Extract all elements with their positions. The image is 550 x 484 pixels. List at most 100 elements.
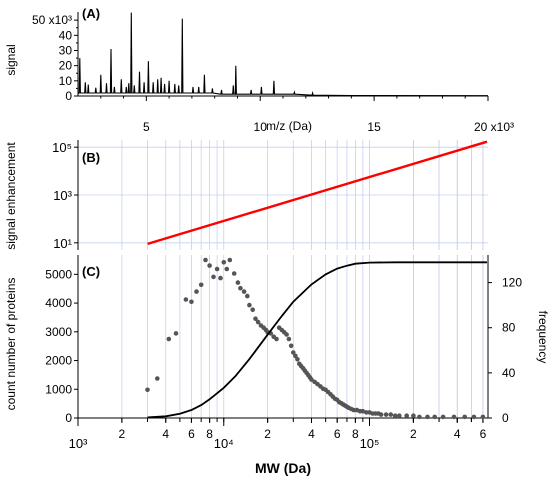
frequency-point: [284, 332, 289, 337]
y-left-tick-label: 0: [65, 411, 72, 425]
frequency-point: [293, 353, 298, 359]
frequency-point: [253, 316, 258, 322]
x-tick-label: 15: [367, 120, 381, 134]
x-tick-label: 10⁵: [360, 436, 380, 451]
frequency-point: [227, 257, 233, 263]
x-tick-label: 20 x10³: [474, 120, 514, 134]
frequency-point: [425, 414, 430, 420]
frequency-point: [364, 410, 369, 415]
frequency-point: [211, 274, 216, 280]
frequency-point: [173, 331, 179, 336]
y-tick-label: 40: [59, 28, 73, 42]
y-left-tick-label: 1000: [45, 382, 72, 396]
x-tick-label: 10: [254, 120, 268, 134]
x-tick-label: 10³: [69, 436, 88, 451]
frequency-point: [155, 376, 160, 381]
y-right-tick-label: 120: [502, 276, 522, 290]
frequency-point: [383, 412, 389, 417]
panel-label-b: (B): [82, 150, 100, 165]
frequency-point: [417, 414, 422, 420]
y-right-tick-label: 0: [502, 411, 509, 425]
frequency-point: [397, 413, 402, 419]
frequency-point: [471, 414, 477, 420]
x-tick-label: 10⁴: [214, 436, 234, 451]
panel-b-signal-enhancement: 10¹ 10³ 10⁵ (B) signal enhancement: [4, 140, 488, 251]
frequency-point: [351, 407, 357, 413]
x-tick-label: 6: [480, 427, 487, 441]
frequency-point: [392, 413, 398, 419]
frequency-point: [432, 414, 438, 420]
frequency-point: [247, 302, 252, 308]
enhancement-line: [147, 140, 488, 246]
y-tick-label: 10: [59, 74, 73, 88]
panel-label-a: (A): [82, 6, 100, 21]
frequency-point: [207, 263, 212, 268]
frequency-point: [221, 260, 227, 265]
frequency-point: [231, 271, 237, 276]
y-left-tick-label: 4000: [45, 296, 72, 310]
cumulative-count-line: [147, 261, 487, 419]
x-axis-title: m/z (Da): [266, 119, 312, 133]
y-left-tick-label: 3000: [45, 325, 72, 339]
frequency-point: [166, 336, 172, 342]
y-axis-title: signal: [4, 44, 18, 75]
frequency-point: [255, 319, 261, 325]
frequency-point: [218, 275, 223, 281]
x-tick-label: 8: [352, 427, 359, 441]
frequency-point: [378, 412, 384, 417]
frequency-point: [183, 297, 189, 302]
y-tick-label: 20: [59, 59, 73, 73]
x-tick-label: 4: [454, 427, 461, 441]
x-tick-label: 2: [264, 427, 271, 441]
frequency-point: [235, 280, 241, 285]
frequency-point: [203, 257, 208, 263]
frequency-point: [360, 408, 366, 414]
y-tick-label: 10³: [53, 188, 72, 203]
y-axis-title: signal enhancement: [4, 142, 18, 250]
frequency-point: [274, 336, 279, 342]
frequency-point: [295, 357, 300, 362]
spectrum-trace: [77, 12, 489, 97]
frequency-point: [451, 414, 457, 420]
frequency-point: [388, 412, 394, 417]
frequency-point: [189, 299, 194, 305]
y-tick-label: 50 x10³: [32, 13, 72, 27]
frequency-point: [404, 413, 410, 419]
frequency-point: [462, 414, 468, 420]
y-tick-label: 30: [59, 43, 73, 57]
frequency-point: [411, 413, 416, 419]
x-tick-label: 8: [206, 427, 213, 441]
y-tick-label: 10⁵: [52, 140, 72, 155]
y-tick-label: 10¹: [53, 236, 72, 251]
y-right-tick-label: 80: [502, 321, 516, 335]
frequency-point: [245, 293, 250, 299]
x-tick-label: 6: [188, 427, 195, 441]
x-axis-title: MW (Da): [255, 460, 311, 476]
frequency-point: [145, 387, 150, 393]
y-left-tick-label: 5000: [45, 267, 72, 281]
frequency-point: [286, 336, 292, 342]
x-tick-label: 6: [334, 427, 341, 441]
frequency-point: [194, 289, 199, 294]
frequency-point: [238, 285, 243, 291]
frequency-point: [198, 282, 204, 288]
frequency-point: [224, 266, 230, 272]
frequency-point: [291, 350, 296, 355]
frequency-point: [288, 343, 294, 349]
panel-label-c: (C): [82, 264, 100, 279]
y-right-tick-label: 40: [502, 366, 516, 380]
frequency-point: [214, 266, 220, 272]
frequency-point: [440, 414, 446, 420]
x-tick-label: 2: [410, 427, 417, 441]
frequency-point: [480, 414, 486, 420]
x-tick-label: 4: [162, 427, 169, 441]
x-tick-label: 5: [143, 120, 150, 134]
x-tick-label: 2: [119, 427, 126, 441]
x-tick-label: 4: [308, 427, 315, 441]
y-tick-label: 0: [65, 89, 72, 103]
frequency-point: [241, 289, 247, 294]
y-left-tick-label: 2000: [45, 354, 72, 368]
